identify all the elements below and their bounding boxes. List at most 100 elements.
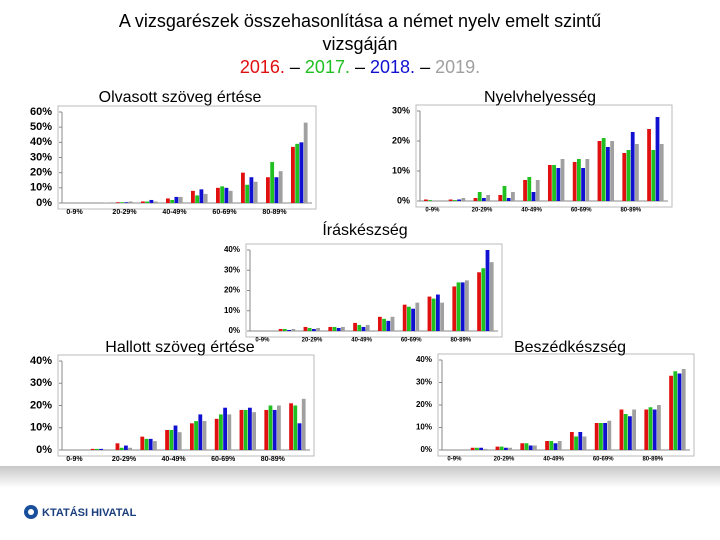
bar: [312, 328, 316, 331]
bar: [457, 199, 461, 201]
y-tick-label: 10%: [30, 422, 52, 434]
bar: [220, 186, 225, 203]
x-tick-label: 0-9%: [425, 208, 440, 214]
bar: [116, 202, 120, 203]
x-tick-label: 0-9%: [66, 456, 83, 463]
bar: [243, 409, 248, 450]
bar: [628, 416, 632, 450]
x-tick-label: 60-69%: [401, 338, 422, 344]
bar: [482, 198, 486, 201]
x-tick-label: 40-49%: [521, 208, 542, 214]
bar: [282, 328, 287, 331]
bar: [203, 193, 208, 203]
bar: [652, 409, 657, 450]
bar: [436, 294, 440, 331]
bar: [264, 409, 269, 450]
bar: [307, 327, 312, 331]
bar: [524, 443, 529, 450]
bar: [248, 407, 252, 450]
bar: [533, 445, 537, 450]
legend-year: 2019.: [435, 57, 481, 77]
bar: [499, 446, 504, 450]
y-tick-label: 10%: [392, 165, 410, 175]
bar: [601, 138, 606, 201]
bar: [456, 282, 461, 331]
y-tick-label: 30%: [224, 265, 240, 274]
x-tick-label: 0-9%: [447, 457, 462, 463]
bar: [277, 405, 281, 450]
chart-title: Beszédkészség: [514, 339, 626, 356]
x-tick-label: 20-29%: [494, 457, 515, 463]
x-tick-label: 60-69%: [571, 208, 592, 214]
x-tick-label: 20-29%: [302, 338, 323, 344]
bar: [569, 432, 574, 450]
x-tick-label: 20-29%: [112, 209, 137, 216]
bar: [581, 168, 585, 201]
bar: [178, 196, 183, 203]
x-tick-label: 40-49%: [162, 456, 187, 463]
y-tick-label: 50%: [30, 121, 52, 133]
x-tick-label: 80-89%: [620, 208, 641, 214]
bar: [657, 405, 661, 450]
bar: [489, 262, 494, 331]
bar: [297, 423, 302, 450]
chart-title: Olvasott szöveg értése: [99, 89, 262, 106]
bar: [153, 201, 158, 203]
bar: [249, 177, 254, 203]
y-tick-label: 20%: [392, 135, 410, 145]
bar: [291, 328, 296, 331]
bar: [224, 187, 229, 203]
y-tick-label: 0%: [36, 444, 52, 456]
bar: [353, 322, 357, 331]
bar: [174, 196, 179, 203]
legend-year: 2018.: [370, 57, 416, 77]
bar: [669, 375, 673, 450]
bar: [431, 298, 436, 331]
separator: –: [354, 57, 365, 77]
bar: [619, 409, 624, 450]
bar: [502, 186, 507, 201]
bar: [626, 150, 631, 201]
bar: [531, 192, 536, 201]
x-tick-label: 80-89%: [450, 338, 471, 344]
bar: [473, 198, 478, 201]
bar: [527, 177, 532, 201]
y-tick-label: 10%: [224, 306, 240, 315]
bar: [191, 190, 195, 203]
bar: [202, 421, 207, 450]
bar: [607, 420, 612, 450]
bar: [556, 168, 561, 201]
y-tick-label: 20%: [30, 399, 52, 411]
bar: [199, 189, 204, 203]
x-tick-label: 0-9%: [66, 209, 83, 216]
bar: [632, 409, 637, 450]
bar: [623, 414, 628, 450]
bar: [328, 326, 333, 331]
x-tick-label: 40-49%: [543, 457, 564, 463]
bar: [659, 144, 664, 201]
bar: [576, 159, 581, 201]
bar: [465, 280, 469, 331]
bar: [295, 143, 300, 203]
bar: [278, 328, 283, 331]
x-tick-label: 80-89%: [642, 457, 663, 463]
bar: [598, 423, 603, 450]
bar: [635, 144, 639, 201]
bar: [268, 405, 273, 450]
bar: [648, 407, 653, 450]
bar: [461, 198, 466, 201]
bar: [278, 171, 283, 203]
logo-dot: [28, 509, 34, 515]
bar: [402, 304, 407, 331]
legend-year: 2016.: [239, 57, 285, 77]
bar: [477, 272, 481, 331]
y-tick-label: 40%: [224, 245, 240, 254]
x-tick-label: 20-29%: [472, 208, 493, 214]
bar: [452, 200, 457, 201]
bar: [119, 447, 124, 450]
bar: [266, 177, 270, 203]
bar: [239, 409, 244, 450]
bar: [511, 192, 515, 201]
bar: [144, 438, 149, 450]
